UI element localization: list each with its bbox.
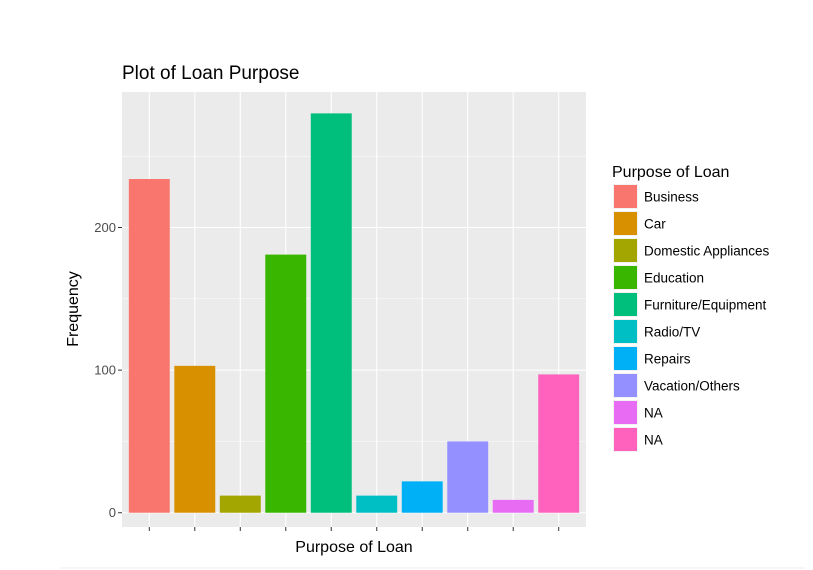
legend-key-1 [614,185,637,208]
legend: Purpose of Loan Business Car Domestic Appl… [612,164,770,452]
legend-label-10: NA [644,433,663,448]
legend-key-7 [614,347,637,370]
x-axis [148,527,560,531]
y-axis-title: Frequency [65,271,82,347]
bar-1 [128,179,170,513]
bar-5 [310,113,352,513]
legend-key-5 [614,293,637,316]
legend-key-10 [614,428,637,451]
legend-label-7: Repairs [644,352,691,367]
bar-9 [492,499,534,513]
bar-8 [447,441,489,513]
legend-label-8: Vacation/Others [644,379,740,394]
legend-title: Purpose of Loan [612,164,729,181]
legend-label-9: NA [644,406,663,421]
bar-7 [401,481,443,513]
legend-key-4 [614,266,637,289]
x-axis-title: Purpose of Loan [295,539,412,556]
bar-2 [174,365,216,513]
legend-label-1: Business [644,190,699,205]
legend-label-6: Radio/TV [644,325,700,340]
legend-label-5: Furniture/Equipment [644,298,767,313]
legend-label-2: Car [644,217,666,232]
bars [128,113,580,513]
legend-key-6 [614,320,637,343]
y-tick-label: 100 [94,363,116,378]
y-tick-label: 200 [94,220,116,235]
legend-key-3 [614,239,637,262]
bar-6 [356,495,398,513]
bar-3 [219,495,261,513]
y-tick-label: 0 [109,505,116,520]
legend-key-2 [614,212,637,235]
chart-title: Plot of Loan Purpose [122,63,299,84]
y-axis: 0 100 200 [94,220,122,520]
legend-key-8 [614,374,637,397]
legend-label-4: Education [644,271,704,286]
bar-4 [265,254,307,513]
bar-10 [538,374,580,513]
legend-key-9 [614,401,637,424]
legend-label-3: Domestic Appliances [644,244,770,259]
